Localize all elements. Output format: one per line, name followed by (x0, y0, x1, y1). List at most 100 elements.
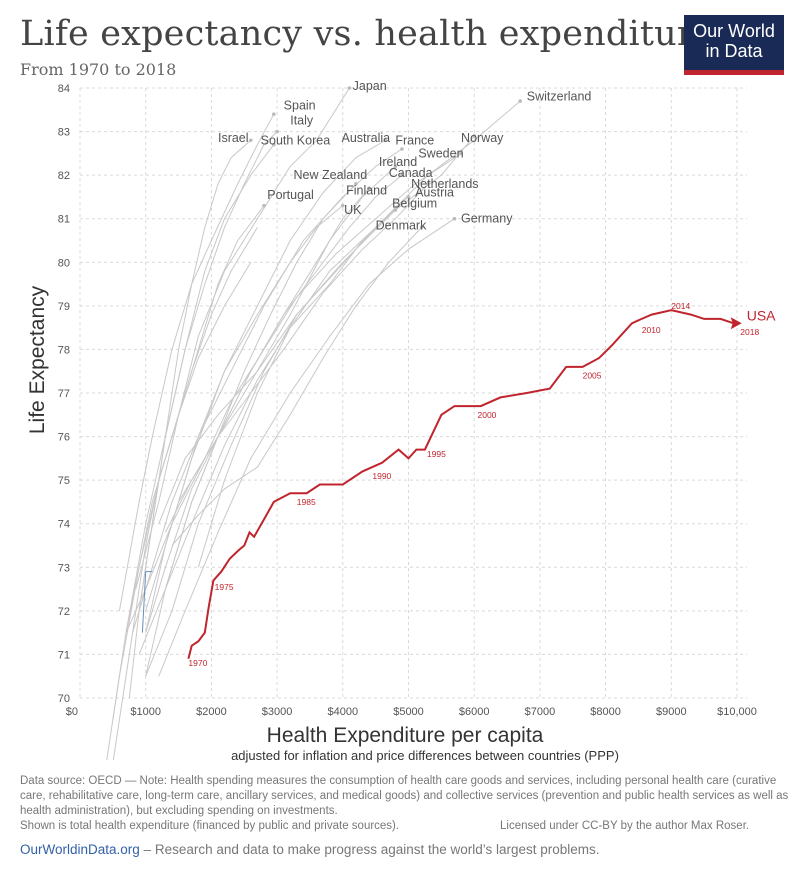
country-label: Italy (290, 114, 314, 128)
country-label: Japan (353, 79, 387, 93)
x-axis-label: Health Expenditure per capita (267, 724, 544, 747)
country-label: New Zealand (294, 168, 368, 182)
series-end-denmark (419, 225, 424, 230)
series-line-denmark (171, 227, 422, 546)
series-line-unlabeled (112, 227, 258, 720)
x-tick-label: $9000 (656, 706, 687, 718)
series-end-japan (347, 86, 352, 90)
year-label: 1970 (188, 658, 207, 668)
year-label: 1985 (297, 497, 316, 507)
license-note: Licensed under CC-BY by the author Max R… (500, 820, 750, 832)
year-label: 2010 (642, 325, 661, 335)
y-tick-label: 76 (58, 432, 70, 444)
site-link[interactable]: OurWorldinData.org (20, 842, 140, 857)
country-label: South Korea (261, 133, 331, 147)
year-label: 1995 (427, 449, 446, 459)
country-label: Sweden (418, 146, 463, 160)
y-tick-label: 74 (58, 519, 70, 531)
owid-logo[interactable]: Our World in Data (684, 15, 784, 75)
x-tick-label: $0 (66, 706, 78, 718)
usa-arrowhead (730, 317, 742, 330)
series-end-ireland (393, 164, 398, 169)
year-label: 2018 (740, 327, 759, 337)
country-label: Denmark (376, 218, 427, 232)
series-end-south-korea (272, 142, 276, 147)
year-labels: 1970 1975 1985 1990 1995 2000 2005 2010 2014 2018 (188, 301, 759, 668)
country-label: Australia (341, 131, 390, 145)
y-tick-label: 78 (58, 344, 70, 356)
x-tick-label: $8000 (590, 706, 621, 718)
series-line-unlabeled (141, 571, 153, 633)
footer-note: Data source: OECD — Note: Health spendin… (20, 774, 790, 834)
y-tick-label: 82 (58, 170, 70, 182)
series-line-italy (125, 131, 278, 633)
series-end-sweden (459, 151, 463, 156)
series-end-uk (341, 203, 345, 208)
x-tick-label: $6000 (459, 706, 490, 718)
x-tick-label: $5000 (393, 706, 424, 718)
country-label: France (395, 133, 434, 147)
series-line-netherlands (164, 183, 429, 533)
series-end-israel (249, 138, 253, 143)
series-end-canada (400, 173, 404, 177)
x-tick-label: $4000 (328, 706, 359, 718)
year-label: 1990 (372, 471, 391, 481)
year-label: 2000 (477, 410, 496, 420)
series-line-finland (145, 187, 370, 677)
country-label: Norway (461, 131, 504, 145)
series-end-portugal (262, 203, 266, 208)
bottom-line: OurWorldinData.org – Research and data t… (20, 842, 600, 857)
country-label: Spain (284, 98, 316, 112)
country-label: Germany (461, 212, 513, 226)
series-line-france (145, 148, 403, 612)
series-end-germany (452, 216, 457, 221)
axis-ticks: 70 71 72 73 74 75 76 77 78 79 80 81 82 83 84 $0 $1000 $20… (58, 83, 757, 718)
x-axis-sublabel: adjusted for inflation and price differe… (231, 748, 619, 763)
series-end-new-zealand (354, 182, 358, 186)
y-tick-label: 70 (58, 693, 70, 705)
logo-line-2: in Data (705, 41, 763, 61)
y-tick-label: 73 (58, 562, 70, 574)
y-tick-label: 80 (58, 257, 70, 269)
country-label: Finland (346, 183, 387, 197)
year-label: 2014 (671, 301, 690, 311)
y-tick-label: 75 (58, 475, 70, 487)
chart-svg: Japan Switzerland Spain Italy Israel South Ko… (26, 79, 776, 763)
x-tick-label: $2000 (196, 706, 227, 718)
series-line-uk (132, 205, 344, 633)
y-axis-label: Life Expectancy (26, 285, 49, 434)
series-end-finland (367, 186, 371, 191)
country-label: Switzerland (527, 90, 592, 104)
y-tick-label: 71 (58, 649, 70, 661)
series-line-israel (138, 139, 252, 611)
series-line-germany (158, 218, 455, 677)
series-line-ireland (125, 166, 396, 633)
chart-title: Life expectancy vs. health expenditure (20, 14, 715, 54)
series-end-australia (383, 138, 388, 143)
series-line-unlabeled (112, 262, 252, 760)
country-labels: Japan Switzerland Spain Italy Israel South Ko… (218, 79, 776, 323)
series-lines (106, 86, 742, 760)
series-line-belgium (138, 209, 396, 655)
country-label: UK (344, 203, 362, 217)
country-label: Austria (415, 186, 454, 200)
series-end-belgium (393, 208, 398, 212)
series-line-austria (145, 196, 409, 677)
x-tick-label: $10,000 (717, 706, 757, 718)
series-end-netherlands (426, 182, 431, 186)
series-line-new-zealand (145, 183, 357, 633)
y-tick-label: 79 (58, 301, 70, 313)
chart-subtitle: From 1970 to 2018 (20, 60, 177, 79)
y-tick-label: 81 (58, 214, 70, 226)
y-tick-label: 83 (58, 127, 70, 139)
country-label: Canada (389, 166, 433, 180)
series-end-switzerland (518, 99, 522, 103)
series-end-italy (275, 129, 279, 134)
country-label: Belgium (392, 196, 437, 210)
series-end-france (400, 147, 404, 151)
country-label: Israel (218, 131, 249, 145)
usa-label: USA (747, 307, 776, 323)
country-label: Netherlands (411, 177, 478, 191)
series-end-norway (472, 134, 477, 138)
shown-note: Shown is total health expenditure (finan… (20, 820, 400, 832)
